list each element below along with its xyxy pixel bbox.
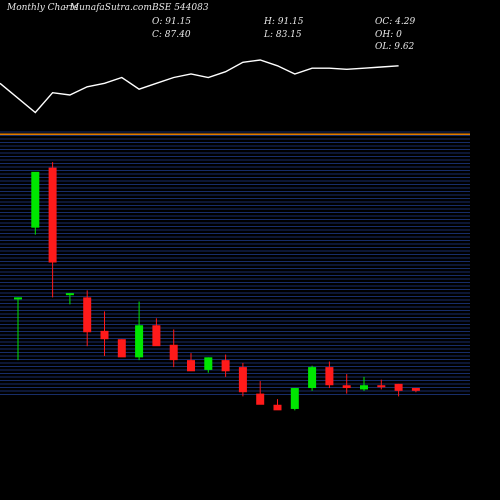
candle-body [135,325,144,358]
candle-body [273,404,282,411]
candle-body [31,171,40,228]
candle-body [83,297,92,333]
volume-line [0,59,399,114]
chart-label: Monthly Charts [7,3,79,13]
oc-value: OC: 4.29 [375,17,416,27]
candle-body [48,167,57,263]
candle-body [256,393,265,405]
oh-value: OH: 0 [375,30,402,40]
high-value: H: 91.15 [264,17,304,27]
close-value: C: 87.40 [152,30,191,40]
candle-body [360,385,368,390]
candle-body [152,325,161,347]
candle-body [290,388,299,409]
ol-value: OL: 9.62 [375,42,415,52]
low-value: L: 83.15 [264,30,302,40]
symbol: BSE 544083 [152,3,209,13]
candle-body [204,357,213,370]
candle-body [100,330,109,340]
candle-body [394,383,403,391]
candle-body [221,360,230,372]
candle-body [65,293,74,296]
candle-body [325,367,334,386]
candle-body [169,344,178,361]
candle-body [342,385,351,389]
candle-body [187,360,195,372]
open-value: O: 91.15 [152,17,192,27]
candle-body [14,297,22,300]
candle-body [238,367,247,393]
site-name: - MunafaSutra.com [64,3,152,13]
candle-body [117,339,126,358]
candle-body [411,388,420,391]
candle-body [377,385,386,388]
candle-body [308,367,317,389]
